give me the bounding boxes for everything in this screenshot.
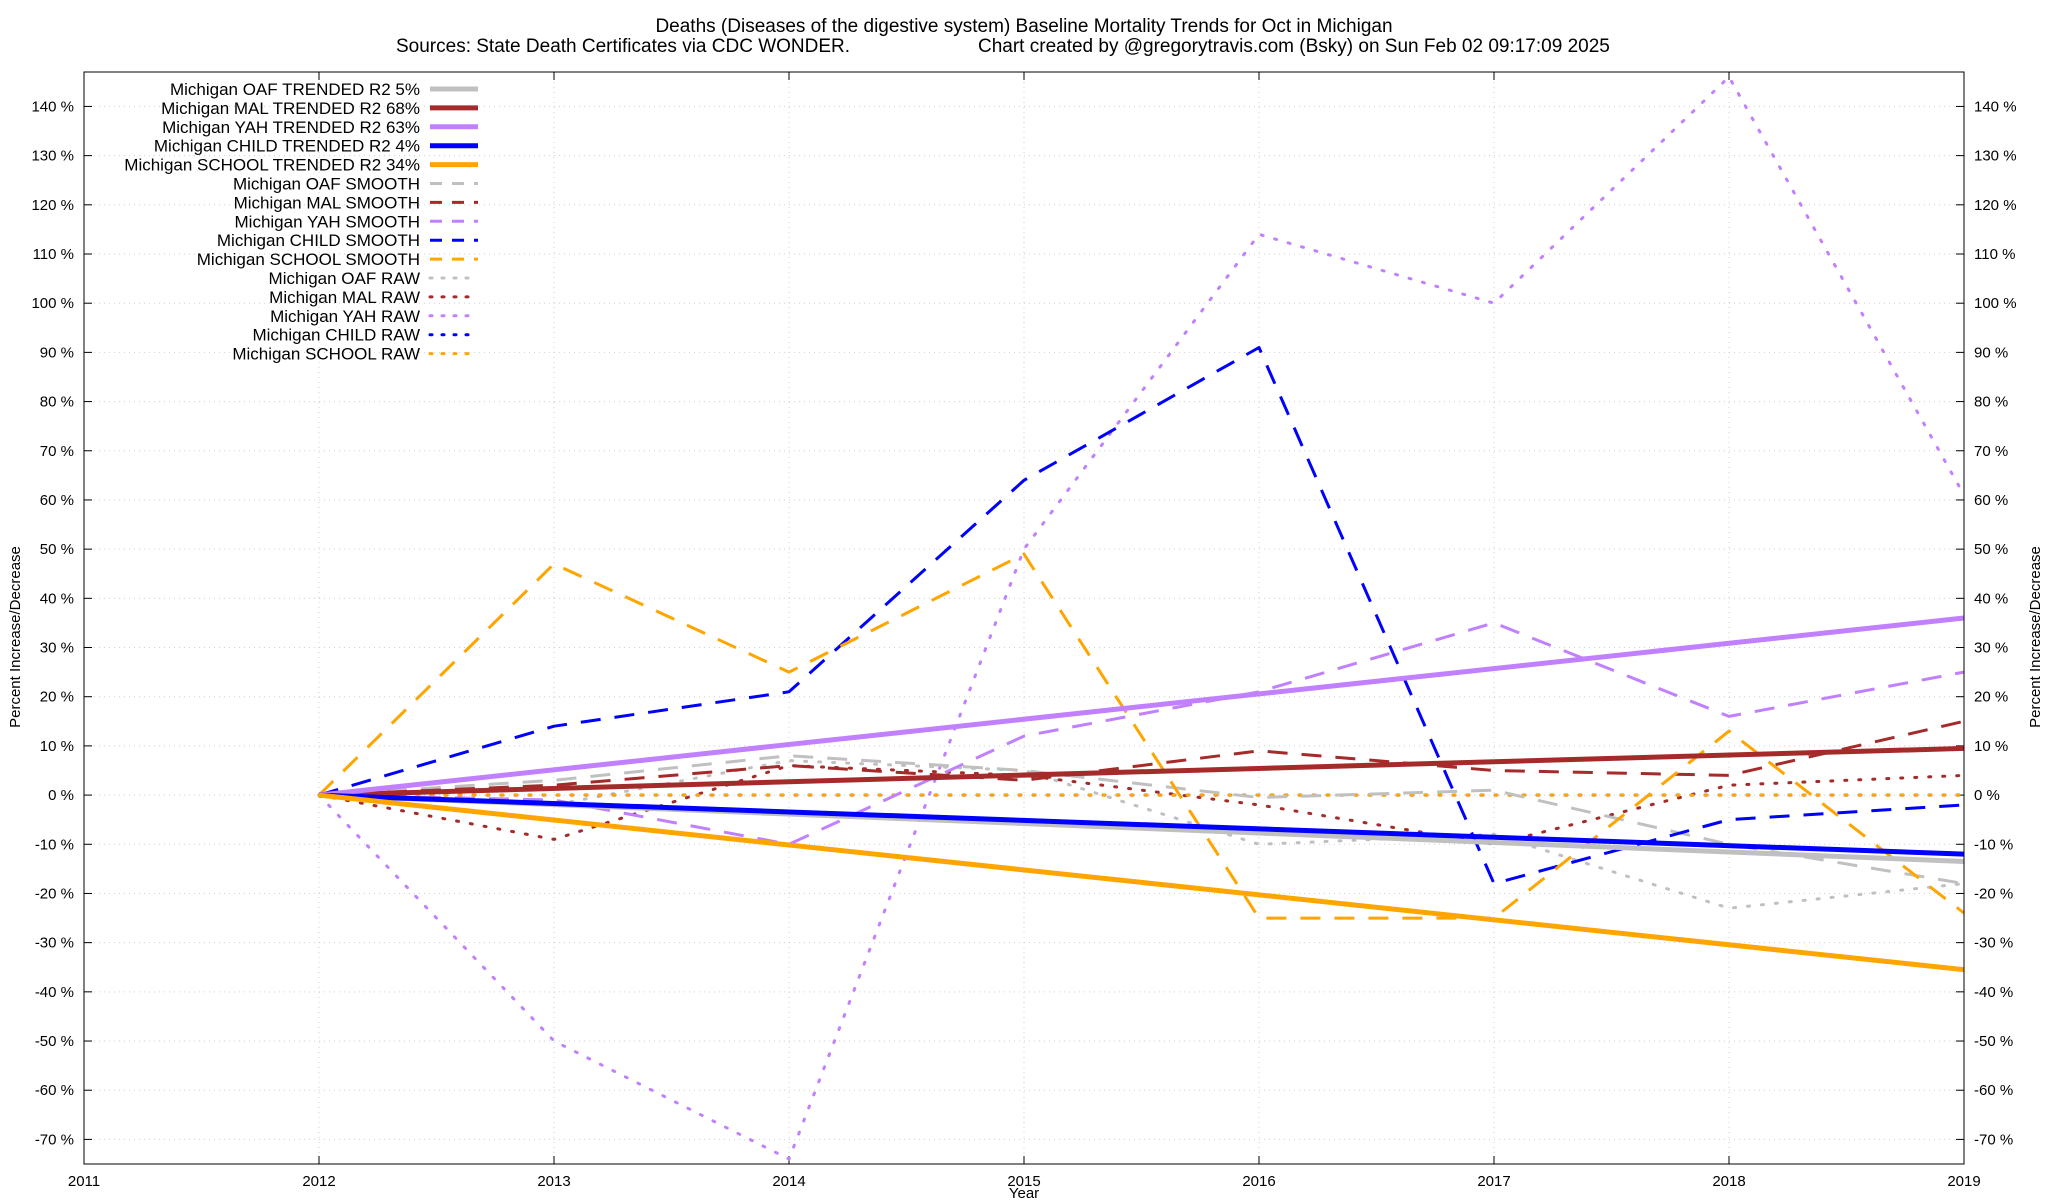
y-tick-label-right: -70 % bbox=[1974, 1131, 2013, 1148]
x-tick-label: 2012 bbox=[302, 1173, 335, 1190]
x-tick-label: 2013 bbox=[537, 1173, 570, 1190]
y-tick-label-left: 30 % bbox=[40, 640, 74, 657]
y-tick-label-left: 110 % bbox=[33, 246, 74, 263]
y-tick-label-right: 80 % bbox=[1974, 394, 2008, 411]
y-tick-label-right: -50 % bbox=[1974, 1033, 2013, 1050]
y-tick-label-right: 120 % bbox=[1974, 197, 2017, 214]
y-tick-label-left: -30 % bbox=[35, 935, 74, 952]
y-tick-label-right: -10 % bbox=[1974, 836, 2013, 853]
legend-label-13: Michigan CHILD RAW bbox=[252, 326, 420, 345]
x-tick-label: 2016 bbox=[1242, 1173, 1275, 1190]
legend: Michigan OAF TRENDED R2 5%Michigan MAL T… bbox=[124, 80, 480, 364]
y-tick-label-left: 70 % bbox=[40, 443, 74, 460]
axis-ticks: 2011 2012 2013 2014 2015 2016 2017 2018 2019 -70 … bbox=[31, 72, 2017, 1190]
x-tick-label: 2019 bbox=[1947, 1173, 1980, 1190]
series-line-5 bbox=[318, 754, 1965, 886]
y-tick-label-right: -30 % bbox=[1974, 935, 2013, 952]
y-tick-label-right: 20 % bbox=[1974, 689, 2008, 706]
y-tick-label-right: 0 % bbox=[1974, 787, 2000, 804]
series-group bbox=[317, 75, 1966, 1161]
y-tick-label-right: 40 % bbox=[1974, 590, 2008, 607]
y-tick-label-left: 40 % bbox=[40, 590, 74, 607]
y-tick-label-right: 90 % bbox=[1974, 344, 2008, 361]
y-tick-label-left: 0 % bbox=[48, 787, 74, 804]
x-tick-label: 2018 bbox=[1712, 1173, 1745, 1190]
y-tick-label-left: 100 % bbox=[31, 295, 74, 312]
legend-label-8: Michigan CHILD SMOOTH bbox=[217, 231, 420, 250]
y-tick-label-right: 50 % bbox=[1974, 541, 2008, 558]
series-line-4 bbox=[318, 792, 1965, 973]
grid bbox=[84, 72, 1964, 1164]
series-line-9 bbox=[317, 552, 1965, 920]
legend-label-7: Michigan YAH SMOOTH bbox=[235, 212, 420, 231]
y-tick-label-left: -40 % bbox=[35, 984, 74, 1001]
y-tick-label-right: -60 % bbox=[1974, 1082, 2013, 1099]
x-axis-label: Year bbox=[1009, 1185, 1039, 1200]
y-tick-label-left: -70 % bbox=[35, 1131, 74, 1148]
y-tick-label-left: -60 % bbox=[35, 1082, 74, 1099]
y-tick-label-left: 80 % bbox=[40, 394, 74, 411]
plot-frame bbox=[83, 71, 1965, 1165]
y-tick-label-right: 30 % bbox=[1974, 640, 2008, 657]
y-tick-label-left: 120 % bbox=[31, 197, 74, 214]
legend-label-12: Michigan YAH RAW bbox=[270, 307, 420, 326]
y-tick-label-right: -20 % bbox=[1974, 885, 2013, 902]
legend-label-3: Michigan CHILD TRENDED R2 4% bbox=[154, 137, 420, 156]
legend-label-2: Michigan YAH TRENDED R2 63% bbox=[162, 118, 420, 137]
chart-subtitle-right: Chart created by @gregorytravis.com (Bsk… bbox=[978, 36, 1610, 57]
series-line-11 bbox=[317, 764, 1966, 846]
chart-subtitle-left: Sources: State Death Certificates via CD… bbox=[396, 36, 850, 57]
y-tick-label-left: 140 % bbox=[31, 98, 74, 115]
series-line-8 bbox=[318, 346, 1965, 886]
x-tick-label: 2015 bbox=[1007, 1173, 1040, 1190]
x-tick-label: 2014 bbox=[772, 1173, 805, 1190]
legend-label-14: Michigan SCHOOL RAW bbox=[232, 345, 420, 364]
legend-label-1: Michigan MAL TRENDED R2 68% bbox=[161, 99, 420, 118]
y-tick-label-left: -50 % bbox=[35, 1033, 74, 1050]
x-tick-label: 2011 bbox=[68, 1173, 100, 1190]
series-line-6 bbox=[318, 719, 1965, 797]
chart-title: Deaths (Diseases of the digestive system… bbox=[655, 16, 1392, 37]
legend-label-5: Michigan OAF SMOOTH bbox=[233, 175, 420, 194]
y-tick-label-left: 20 % bbox=[40, 689, 74, 706]
y-tick-label-right: 100 % bbox=[1974, 295, 2017, 312]
y-tick-label-left: 10 % bbox=[40, 738, 74, 755]
series-line-1 bbox=[318, 745, 1965, 798]
y-tick-label-right: 140 % bbox=[1974, 98, 2017, 115]
y-tick-label-right: 10 % bbox=[1974, 738, 2008, 755]
y-tick-label-right: 70 % bbox=[1974, 443, 2008, 460]
y-tick-label-right: -40 % bbox=[1974, 984, 2013, 1001]
legend-label-10: Michigan OAF RAW bbox=[269, 269, 420, 288]
y-tick-label-left: -20 % bbox=[35, 885, 74, 902]
x-tick-label: 2017 bbox=[1477, 1173, 1510, 1190]
legend-label-6: Michigan MAL SMOOTH bbox=[234, 193, 420, 212]
series-line-3 bbox=[318, 792, 1965, 857]
series-line-2 bbox=[318, 615, 1965, 798]
y-tick-label-left: 50 % bbox=[40, 541, 74, 558]
y-tick-label-left: -10 % bbox=[35, 836, 74, 853]
y-tick-label-left: 130 % bbox=[31, 148, 74, 165]
y-tick-label-right: 110 % bbox=[1974, 246, 2015, 263]
legend-label-9: Michigan SCHOOL SMOOTH bbox=[197, 250, 420, 269]
y-axis-label-left: Percent Increase/Decrease bbox=[7, 546, 24, 728]
y-tick-label-right: 60 % bbox=[1974, 492, 2008, 509]
y-tick-label-right: 130 % bbox=[1974, 148, 2017, 165]
legend-label-11: Michigan MAL RAW bbox=[269, 288, 420, 307]
y-tick-label-left: 90 % bbox=[40, 344, 74, 361]
legend-label-4: Michigan SCHOOL TRENDED R2 34% bbox=[124, 156, 420, 175]
y-tick-label-left: 60 % bbox=[40, 492, 74, 509]
y-axis-label-right: Percent Increase/Decrease bbox=[2027, 546, 2044, 728]
legend-label-0: Michigan OAF TRENDED R2 5% bbox=[170, 80, 420, 99]
